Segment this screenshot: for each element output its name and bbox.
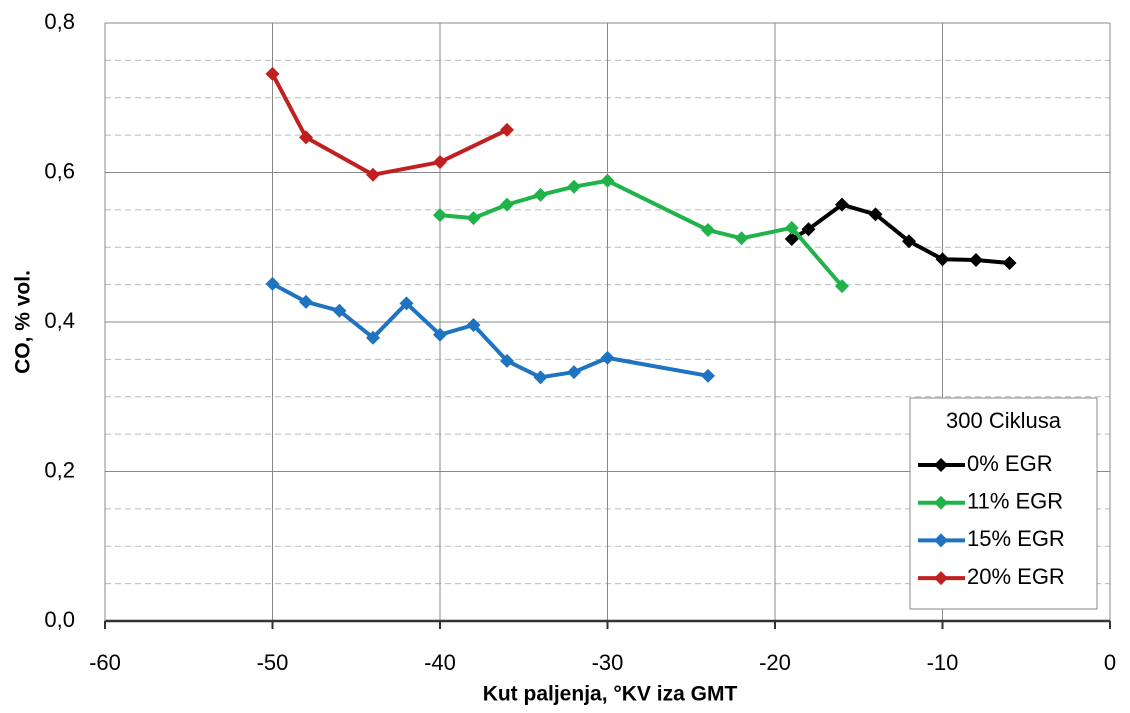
marker	[734, 231, 749, 246]
legend-label: 20% EGR	[967, 564, 1065, 589]
marker	[500, 122, 514, 137]
marker	[265, 66, 280, 81]
y-tick-label: 0,0	[44, 607, 75, 632]
marker	[433, 208, 447, 223]
y-axis-title: CO, % vol.	[12, 270, 35, 374]
x-tick-label: 0	[1104, 650, 1116, 675]
marker	[399, 296, 414, 311]
marker	[533, 187, 548, 202]
marker	[701, 223, 715, 238]
marker	[567, 365, 581, 380]
x-tick-label: -30	[592, 650, 624, 675]
legend-label: 0% EGR	[967, 451, 1053, 476]
marker	[868, 207, 883, 222]
x-tick-label: -20	[759, 650, 791, 675]
marker	[600, 173, 615, 188]
marker	[835, 279, 849, 294]
marker	[935, 252, 950, 267]
x-tick-label: -10	[927, 650, 959, 675]
marker	[299, 294, 313, 309]
legend-label: 15% EGR	[967, 526, 1065, 551]
x-axis-title: Kut paljenja, °KV iza GMT	[483, 683, 738, 706]
marker	[466, 211, 481, 226]
marker	[533, 370, 548, 385]
y-tick-label: 0,2	[44, 457, 75, 482]
marker	[784, 232, 799, 247]
marker	[1002, 255, 1017, 270]
marker	[784, 220, 799, 235]
series-line	[439, 178, 844, 288]
marker	[366, 167, 380, 182]
legend-title: 300 Ciklusa	[946, 408, 1062, 433]
marker	[299, 130, 313, 145]
marker	[366, 330, 380, 345]
marker	[466, 317, 481, 332]
x-tick-label: -60	[89, 650, 121, 675]
marker	[969, 252, 983, 267]
marker	[433, 327, 447, 342]
marker	[600, 350, 615, 365]
marker	[500, 353, 514, 368]
series-line	[270, 72, 508, 177]
legend-label: 11% EGR	[967, 489, 1063, 514]
marker	[265, 276, 280, 291]
legend-marker	[934, 458, 948, 472]
marker	[332, 303, 347, 318]
marker	[567, 179, 581, 194]
marker	[835, 197, 849, 212]
marker	[500, 197, 514, 212]
marker	[433, 155, 447, 170]
legend-marker	[934, 533, 948, 548]
x-tick-label: -50	[257, 650, 289, 675]
marker	[902, 234, 916, 249]
y-tick-label: 0,6	[44, 158, 75, 183]
y-tick-label: 0,8	[44, 9, 75, 34]
series-line	[271, 282, 709, 380]
marker	[801, 222, 816, 237]
x-tick-label: -40	[424, 650, 456, 675]
y-tick-label: 0,4	[44, 308, 75, 333]
marker	[701, 368, 715, 383]
legend-marker	[934, 571, 948, 586]
legend-marker	[934, 495, 948, 510]
